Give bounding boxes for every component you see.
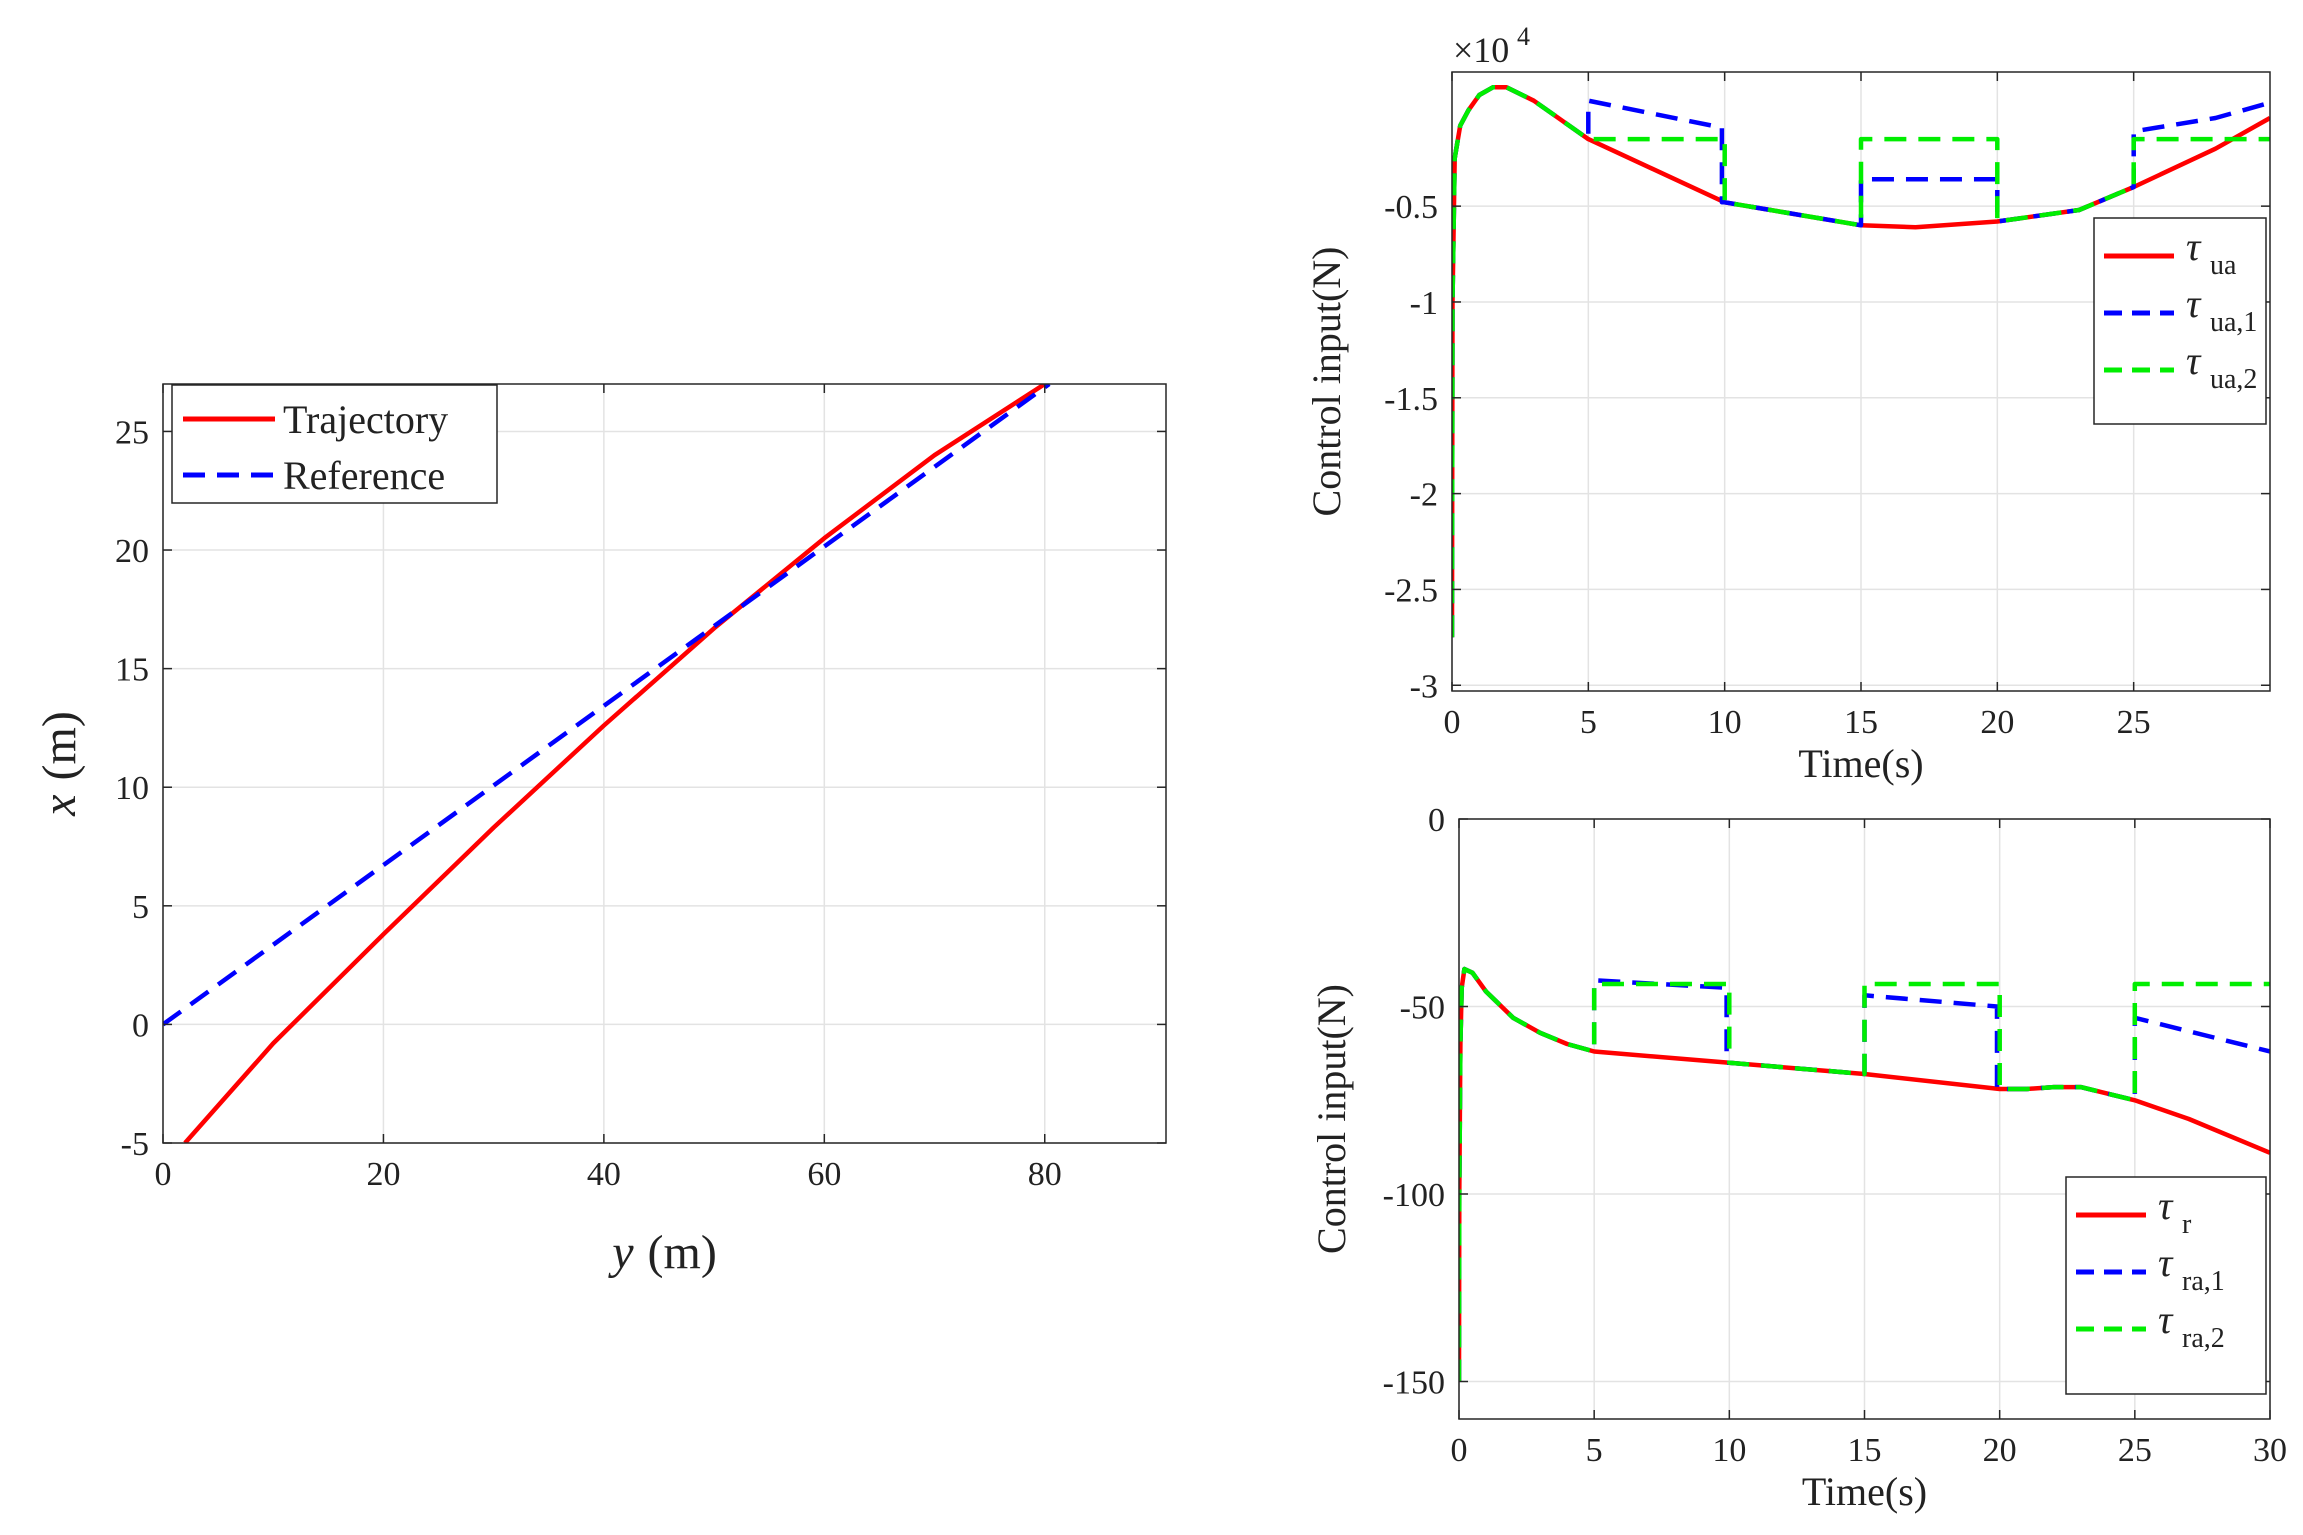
legend-label-subscript: ua [2210, 250, 2237, 281]
legend-label-trajectory: Trajectory [283, 397, 448, 442]
x-tick-label: 25 [2118, 1432, 2152, 1469]
series-line-trajectory [183, 384, 1047, 1143]
y-tick-label: -100 [1383, 1177, 1445, 1214]
legend-label-tau: τ [2186, 224, 2202, 269]
x-tick-label: 30 [2253, 1432, 2287, 1469]
legend-label-subscript: ra,2 [2182, 1323, 2225, 1354]
legend-label-tau: τ [2158, 1240, 2174, 1285]
x-tick-label: 20 [1980, 704, 2014, 741]
y-tick-label: 10 [115, 770, 149, 807]
legend-label-reference: Reference [283, 453, 445, 498]
x-tick-label: 10 [1712, 1432, 1746, 1469]
y-tick-label: -2 [1410, 477, 1438, 514]
y-tick-label: -3 [1410, 668, 1438, 705]
legend: τ uaτ ua,1τ ua,2 [2093, 217, 2267, 425]
x-tick-label: 60 [807, 1156, 841, 1193]
x-tick-label: 5 [1586, 1432, 1603, 1469]
legend-label-subscript: ua,1 [2210, 307, 2257, 338]
y-tick-label: -1 [1410, 285, 1438, 322]
x-axis-label: Time(s) [1798, 741, 1923, 786]
y-axis-label-unit: (m) [33, 711, 86, 780]
chart-tau_ua: 0 5 10 15 20 25 -0.5 -1 -1.5 -2 -2.5 -3 Time(s) Contr… [1304, 22, 2271, 786]
legend-label-subscript: r [2182, 1209, 2192, 1240]
y-axis-label: Control input(N) [1304, 247, 1349, 517]
x-tick-label: 40 [587, 1156, 621, 1193]
y-axis-label: Control input(N) [1309, 984, 1354, 1254]
y-tick-label: -0.5 [1384, 189, 1438, 226]
legend-label-tau: τ [2158, 1183, 2174, 1228]
x-axis-label-var: y [607, 1226, 634, 1279]
axes-frame [162, 383, 1167, 1144]
x-tick-label: 20 [1983, 1432, 2017, 1469]
axis-exponent: ×10 [1453, 30, 1509, 70]
legend-label-tau: τ [2186, 281, 2202, 326]
x-axis-label: y (m) [607, 1226, 717, 1279]
legend-box [2093, 217, 2267, 425]
x-tick-label: 25 [2117, 704, 2151, 741]
x-tick-label: 0 [1451, 1432, 1468, 1469]
y-axis-label: x (m) [33, 711, 86, 817]
legend: τ rτ ra,1τ ra,2 [2065, 1176, 2267, 1395]
x-tick-label: 15 [1848, 1432, 1882, 1469]
y-tick-label: 0 [1428, 802, 1445, 839]
y-tick-label: 25 [115, 414, 149, 451]
series-line-ra-2 [1459, 966, 2270, 1382]
y-tick-label: 20 [115, 533, 149, 570]
x-tick-label: 0 [155, 1156, 172, 1193]
x-axis-label-unit: (m) [648, 1226, 717, 1279]
y-tick-label: -1.5 [1384, 381, 1438, 418]
y-tick-label: 15 [115, 652, 149, 689]
legend-label-subscript: ra,1 [2182, 1266, 2225, 1297]
legend-label-tau: τ [2186, 338, 2202, 383]
y-axis-label-var: x [33, 795, 86, 817]
series-line-ua-2 [1452, 85, 2270, 638]
y-tick-label: -50 [1400, 990, 1445, 1027]
legend: Trajectory Reference [171, 384, 498, 504]
y-tick-label: -5 [121, 1126, 149, 1163]
series-line-reference [163, 384, 1051, 1027]
x-tick-label: 20 [366, 1156, 400, 1193]
axis-exponent-power: 4 [1517, 22, 1530, 51]
y-tick-label: 5 [132, 889, 149, 926]
x-tick-label: 80 [1028, 1156, 1062, 1193]
legend-label-subscript: ua,2 [2210, 364, 2257, 395]
legend-label-tau: τ [2158, 1297, 2174, 1342]
x-tick-label: 10 [1708, 704, 1742, 741]
legend-box [171, 384, 498, 504]
chart-tau_r: 0 5 10 15 20 25 30 0 -50 -100 -150 Time(s) Control i… [1309, 802, 2287, 1514]
y-tick-label: 0 [132, 1007, 149, 1044]
y-tick-label: -2.5 [1384, 572, 1438, 609]
x-tick-label: 0 [1444, 704, 1461, 741]
x-tick-label: 15 [1844, 704, 1878, 741]
x-axis-label: Time(s) [1802, 1469, 1927, 1514]
y-tick-label: -150 [1383, 1365, 1445, 1402]
x-tick-label: 5 [1580, 704, 1597, 741]
